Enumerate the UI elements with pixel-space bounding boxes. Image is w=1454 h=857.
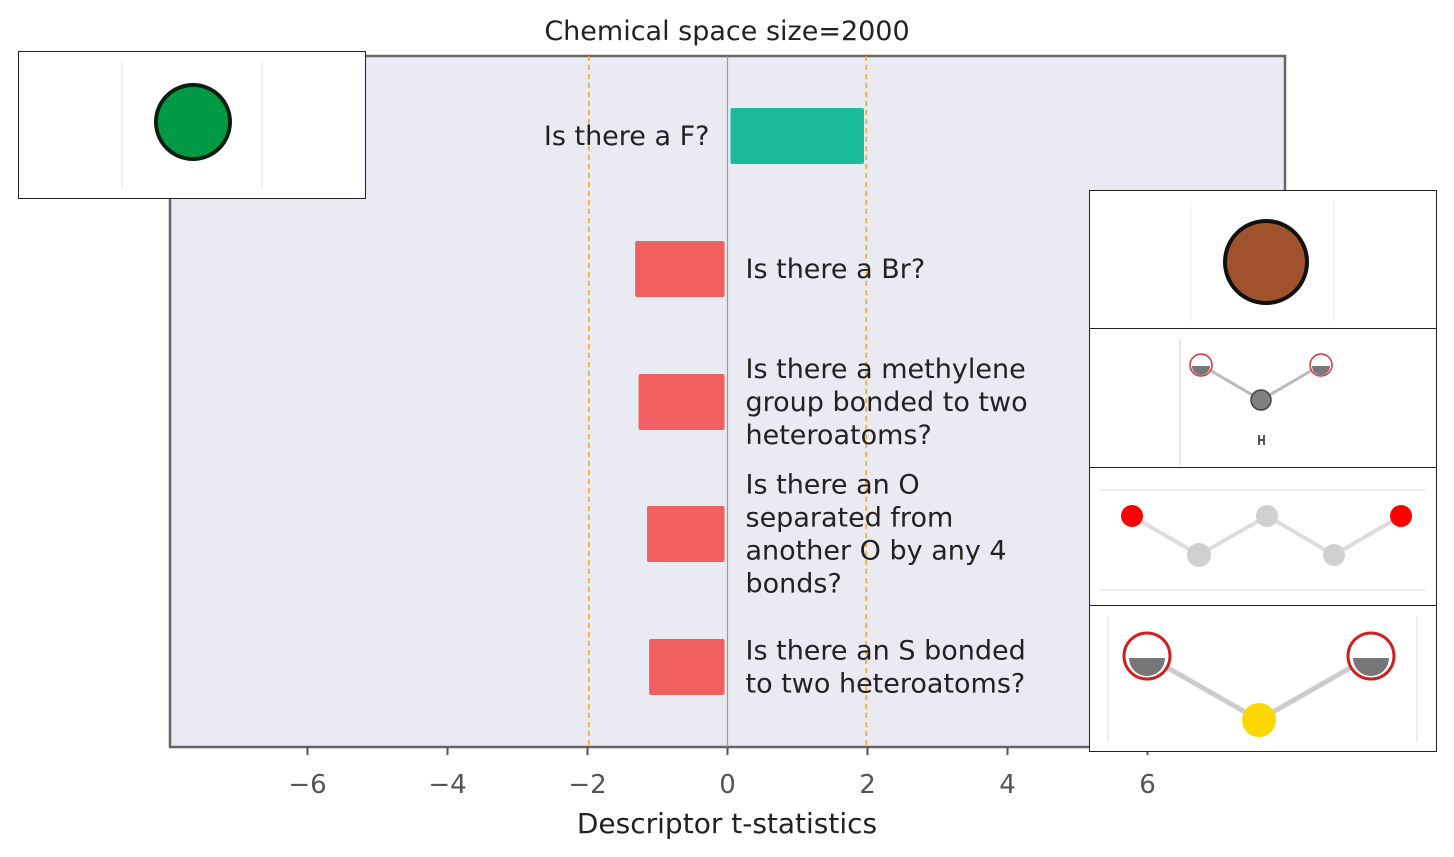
x-tick-label: −6 <box>288 770 326 800</box>
bar <box>647 506 725 562</box>
inset-oxygen-chain <box>1089 467 1437 607</box>
inset-bromine-atom <box>1089 190 1437 329</box>
category-label: Is there a methylene group bonded to two h… <box>746 354 1028 451</box>
category-label: Is there a Br? <box>746 254 926 285</box>
bromine-atom-icon <box>1190 201 1335 321</box>
inset-methylene-fragment <box>1089 328 1437 468</box>
bar <box>730 108 864 164</box>
x-tick-label: 6 <box>1139 770 1156 800</box>
oxygen-chain-icon <box>1100 489 1426 591</box>
x-tick-label: −4 <box>428 770 466 800</box>
x-tick-label: −2 <box>568 770 606 800</box>
x-tick-label: 0 <box>719 770 736 800</box>
inset-sulfur-fragment <box>1089 605 1437 752</box>
chart-title: Chemical space size=2000 <box>544 16 909 47</box>
category-label: Is there an S bonded to two heteroatoms? <box>746 636 1026 700</box>
fluorine-atom-icon <box>121 62 263 188</box>
x-axis-label: Descriptor t-statistics <box>577 807 877 840</box>
methylene-fragment-icon <box>1179 339 1333 465</box>
bar <box>635 241 725 297</box>
sulfur-fragment-icon <box>1107 616 1418 742</box>
inset-fluorine-atom <box>18 51 366 199</box>
bar <box>649 639 725 695</box>
category-label: Is there a F? <box>544 121 710 152</box>
x-tick-label: 4 <box>999 770 1016 800</box>
bar <box>638 374 725 430</box>
x-tick-label: 2 <box>859 770 876 800</box>
